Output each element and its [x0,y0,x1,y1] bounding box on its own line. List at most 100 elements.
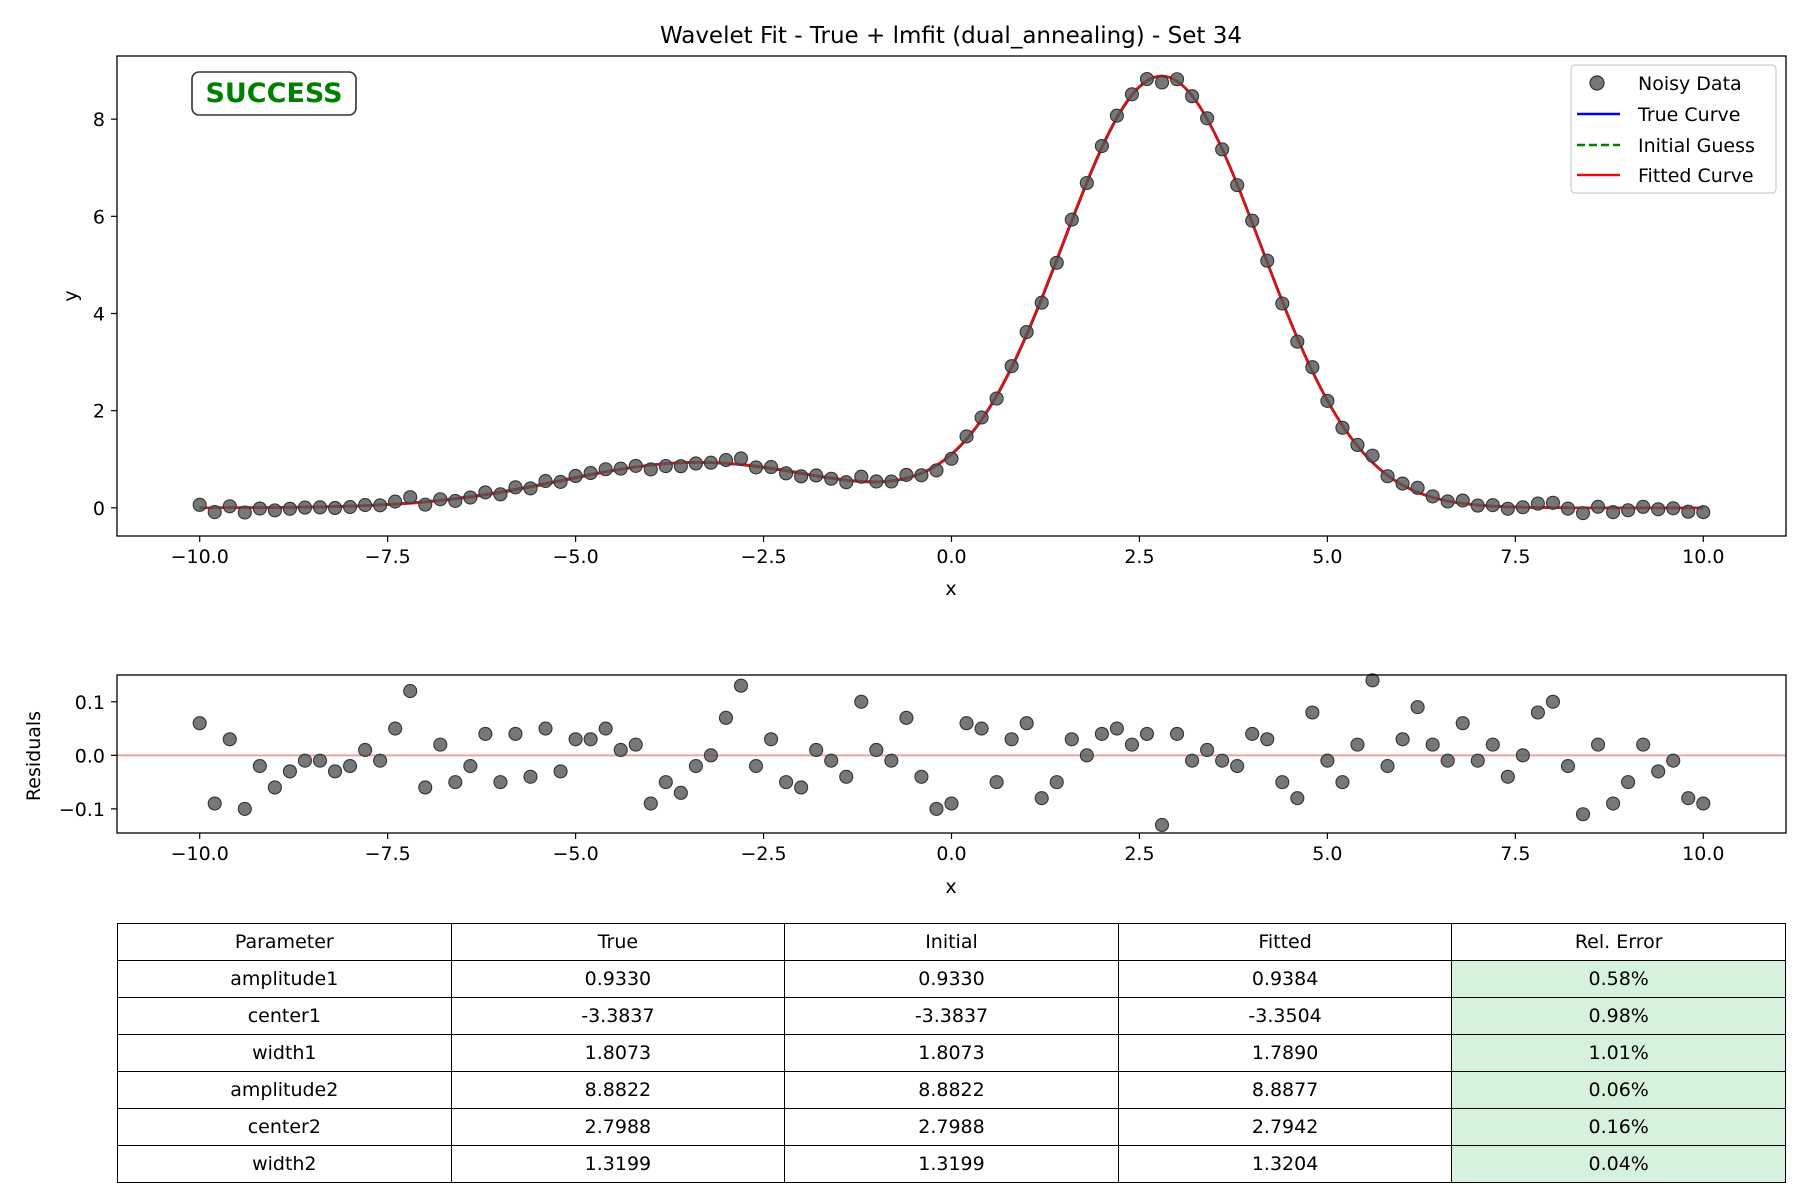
noisy-data-point [1230,178,1245,193]
success-badge-text: SUCCESS [205,78,342,109]
noisy-data-point [433,492,448,507]
y-tick-label: −0.1 [59,799,105,821]
noisy-data-point [658,459,673,474]
x-tick-label: 5.0 [1312,546,1342,568]
residual-point [1139,726,1155,741]
residual-point [899,710,914,725]
noisy-data-point [493,487,508,502]
noisy-data-point [1696,505,1711,520]
noisy-data-point [478,485,493,500]
legend-box [1570,64,1777,194]
y-tick-label: 0.1 [75,692,105,714]
noisy-data-point [1410,480,1425,495]
residual-point [1079,748,1094,763]
residual-point [1425,737,1440,752]
table-cell-true: 2.7988 [450,1108,786,1146]
noisy-data-point [1485,498,1500,513]
noisy-data-point [222,499,237,514]
residual-point [869,742,884,758]
noisy-data-point [794,469,809,484]
x-tick-label: −7.5 [365,843,411,865]
noisy-data-point [1275,296,1290,311]
table-cell-true: 1.8073 [450,1034,786,1072]
residual-point [237,801,252,816]
residual-point [1064,732,1079,747]
residual-point [1260,732,1275,747]
residual-point [1290,791,1305,806]
noisy-data-point [1500,501,1515,516]
noisy-data-point [1651,502,1666,517]
residual-point [1606,796,1621,811]
table-cell-fitted: 1.7890 [1117,1034,1453,1072]
noisy-data-point [1079,175,1094,191]
residual-point [1169,726,1185,741]
noisy-data-point [1666,501,1681,516]
noisy-data-point [718,453,734,468]
y-tick-label: 4 [93,303,105,325]
noisy-data-point [1365,448,1380,463]
main-y-axis: 0 2 4 6 8 [93,109,117,520]
residual-point [628,737,643,752]
residual-point [312,753,328,768]
residual-point [523,769,538,784]
residual-point [1215,753,1230,768]
residuals-x-axis: −10.0 −7.5 −5.0 −2.5 0.0 2.5 5.0 7.5 10.0 [171,833,1724,865]
residual-point [448,775,463,790]
table-header-row: Parameter True Initial Fitted Rel. Error [117,923,1786,961]
residual-point [1485,737,1500,752]
table-cell-initial: 1.8073 [784,1034,1119,1072]
x-tick-label: −2.5 [740,843,786,865]
residual-point [1124,737,1139,752]
residual-point [779,775,794,790]
main-curves [199,74,1704,510]
success-badge-box [191,71,357,116]
residual-point [493,775,508,790]
residual-point [1530,705,1545,720]
residual-point [748,759,764,774]
main-y-axis-label: y [60,290,82,301]
x-tick-label: −10.0 [171,546,229,568]
table-cell-initial: 2.7988 [784,1108,1119,1146]
residual-point [733,678,749,693]
residual-point [718,710,734,725]
table-cell-true: 0.9330 [450,960,786,998]
noisy-data-point [779,466,794,481]
noisy-data-point [1245,213,1260,228]
noisy-data-point [1154,75,1170,90]
noisy-data-point [403,490,418,505]
table-cell-parameter: amplitude2 [117,1071,452,1109]
noisy-data-point [854,469,869,484]
residual-point [1666,753,1681,768]
residual-point [1049,775,1064,790]
legend: Noisy Data True Curve Initial Guess Fitt… [1570,64,1777,194]
noisy-data-point [628,458,643,473]
residual-point [598,721,613,736]
noisy-data-point [1139,71,1155,87]
noisy-data-point [974,410,989,425]
noisy-data-point [1049,255,1064,270]
noisy-data-point [463,490,478,505]
noisy-data-point [282,501,297,516]
residual-point [884,753,899,768]
residual-point [343,759,358,774]
noisy-data-point [1606,505,1621,520]
residual-point [282,764,297,779]
noisy-data-point [358,497,373,513]
main-chart-title: Wavelet Fit - True + lmfit (dual_anneali… [660,23,1242,49]
noisy-data-point [267,503,282,518]
noisy-data-point [839,475,854,490]
residual-point [1094,726,1109,741]
x-tick-label: 7.5 [1500,546,1530,568]
noisy-data-point [343,500,358,515]
residual-point [538,721,553,736]
residual-point [1365,673,1380,688]
residual-point [764,732,779,747]
residual-point [1004,732,1019,747]
residual-point [1410,700,1425,715]
noisy-data-point [1575,506,1591,521]
noisy-data-point [1395,476,1410,491]
residual-point [583,732,598,747]
y-tick-label: 0 [93,498,105,520]
residuals-x-axis-label: x [945,876,956,898]
